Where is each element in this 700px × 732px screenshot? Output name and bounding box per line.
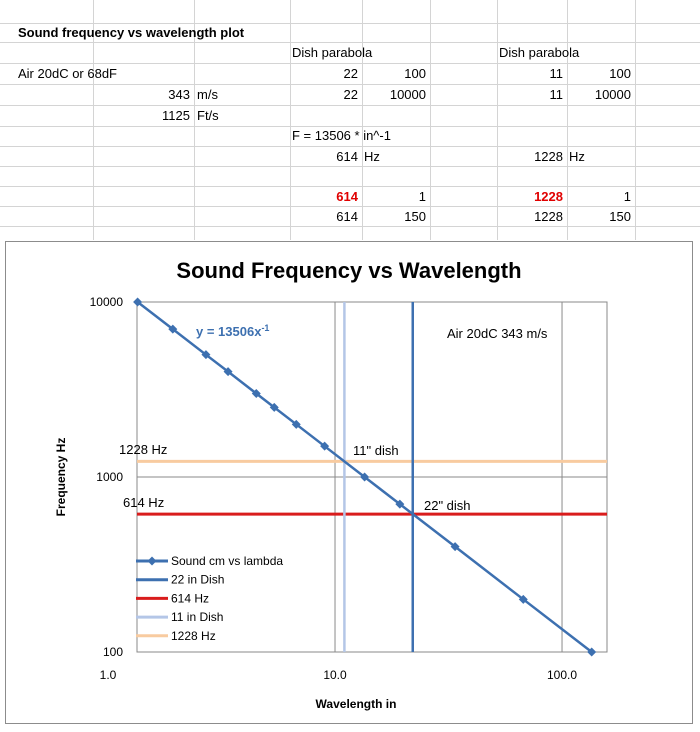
cell-r3-a[interactable]: 22: [343, 87, 358, 102]
legend-label-3: 11 in Dish: [171, 610, 223, 624]
speed-fts-unit[interactable]: Ft/s: [197, 108, 219, 123]
cell-r3-d[interactable]: 10000: [594, 87, 631, 102]
x-tick-label: 1.0: [100, 668, 117, 682]
trendline-equation: y = 13506x-1: [196, 323, 269, 339]
x-tick-label: 10.0: [323, 668, 347, 682]
cell-r2-a[interactable]: 22: [343, 66, 358, 81]
data-point-marker: [587, 647, 597, 657]
freq2-value[interactable]: 1228: [534, 149, 563, 164]
y-tick-label: 10000: [90, 295, 124, 309]
air-label[interactable]: Air 20dC or 68dF: [18, 66, 117, 81]
cell-r8-c[interactable]: 1228: [534, 209, 563, 224]
dish-header-11[interactable]: Dish parabola: [499, 45, 580, 60]
label-11-dish: 11" dish: [353, 443, 399, 458]
air-annotation: Air 20dC 343 m/s: [447, 326, 548, 341]
x-axis-label: Wavelength in: [316, 697, 397, 711]
sheet-title[interactable]: Sound frequency vs wavelength plot: [18, 25, 245, 40]
spreadsheet-grid: Sound frequency vs wavelength plot Dish …: [0, 0, 700, 240]
series-layer: [133, 297, 607, 657]
freq1-unit[interactable]: Hz: [364, 149, 380, 164]
cell-r3-b[interactable]: 10000: [389, 87, 426, 102]
y-axis-label: Frequency Hz: [54, 438, 68, 517]
freq2-unit[interactable]: Hz: [569, 149, 585, 164]
plot-area-border: [136, 301, 608, 653]
cell-r7-d[interactable]: 1: [623, 189, 631, 204]
data-point-marker: [269, 402, 279, 412]
speed-ms-value[interactable]: 343: [168, 87, 190, 102]
data-point-marker: [360, 472, 370, 482]
data-point-marker: [450, 542, 460, 552]
gridlines: [137, 302, 607, 652]
data-point-marker: [168, 324, 178, 334]
cell-r2-b[interactable]: 100: [404, 66, 426, 81]
chart-object[interactable]: Sound Frequency vs Wavelength 1.0 10.0 100…: [5, 241, 693, 724]
speed-fts-value[interactable]: 1125: [162, 108, 190, 123]
legend-marker: [147, 556, 157, 566]
label-22-dish: 22" dish: [424, 498, 471, 513]
label-1228-hz: 1228 Hz: [119, 442, 167, 457]
speed-ms-unit[interactable]: m/s: [197, 87, 218, 102]
cell-r2-c[interactable]: 11: [549, 66, 564, 81]
x-tick-label: 100.0: [547, 668, 577, 682]
cell-r2-d[interactable]: 100: [609, 66, 631, 81]
cell-r8-b[interactable]: 150: [404, 209, 426, 224]
data-point-marker: [291, 419, 301, 429]
cell-r7-b[interactable]: 1: [418, 189, 426, 204]
legend-label-4: 1228 Hz: [171, 629, 216, 643]
legend-label-0: Sound cm vs lambda: [171, 554, 283, 568]
data-point-marker: [133, 297, 143, 307]
tick-labels: 1.0 10.0 100.0 100 1000 10000: [90, 295, 578, 682]
cell-r8-a[interactable]: 614: [336, 209, 358, 224]
y-tick-label: 100: [103, 645, 123, 659]
cell-r7-a[interactable]: 614: [336, 189, 358, 204]
frequency-wavelength-chart[interactable]: Sound Frequency vs Wavelength 1.0 10.0 100…: [6, 242, 692, 723]
chart-title: Sound Frequency vs Wavelength: [176, 258, 521, 283]
legend[interactable]: Sound cm vs lambda 22 in Dish 614 Hz 11 in …: [136, 554, 283, 643]
data-point-marker: [223, 367, 233, 377]
data-point-marker: [320, 441, 330, 451]
trendline-equation-exponent: -1: [261, 323, 269, 333]
formula-cell[interactable]: F = 13506 * in^-1: [292, 128, 391, 143]
data-point-marker: [251, 389, 261, 399]
legend-label-2: 614 Hz: [171, 591, 209, 605]
cell-r7-c[interactable]: 1228: [534, 189, 563, 204]
cell-r8-d[interactable]: 150: [609, 209, 631, 224]
label-614-hz: 614 Hz: [123, 495, 164, 510]
data-point-marker: [518, 594, 528, 604]
legend-label-1: 22 in Dish: [171, 573, 224, 587]
data-point-marker: [395, 499, 405, 509]
trendline-equation-base: y = 13506x: [196, 324, 262, 339]
y-tick-label: 1000: [96, 470, 123, 484]
data-point-marker: [201, 350, 211, 360]
cell-r3-c[interactable]: 11: [549, 87, 564, 102]
freq1-value[interactable]: 614: [336, 149, 358, 164]
dish-header-22[interactable]: Dish parabola: [292, 45, 373, 60]
